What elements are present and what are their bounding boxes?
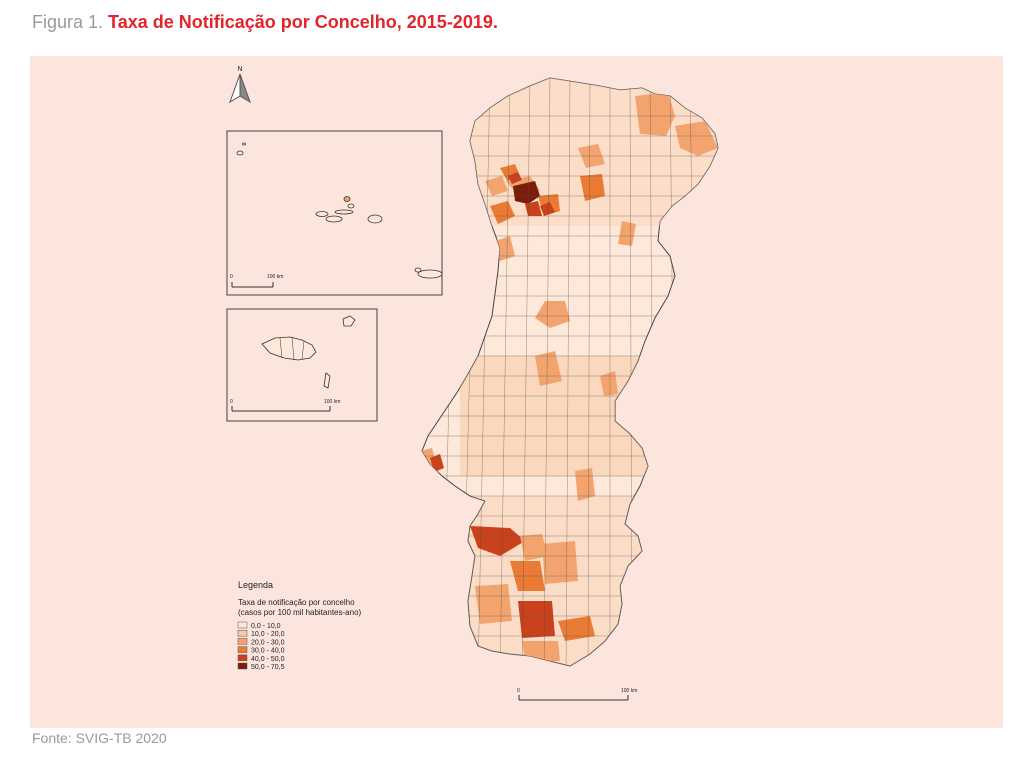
legend-heading: Legenda (238, 580, 273, 590)
azores-islands (236, 142, 443, 279)
azores-scale-end: 100 km (267, 274, 283, 280)
figure-caption-prefix: Figura 1. (32, 12, 109, 32)
inset-madeira: 0 100 km (226, 308, 378, 422)
legend-item: 10,0 - 20,0 (237, 629, 285, 638)
legend-swatch (237, 654, 248, 662)
figure-title: Taxa de Notificação por Concelho, 2015-2… (108, 12, 498, 32)
legend-item: 50,0 - 70,5 (237, 662, 285, 671)
figure-caption: Figura 1. Taxa de Notificação por Concel… (32, 10, 498, 34)
legend-swatch (237, 638, 248, 645)
legend-subtitle-line1: Taxa de notificação por concelho (238, 598, 355, 607)
map-figure: N 0 100 km (30, 56, 1003, 728)
legend-item: 0,0 - 10,0 (237, 621, 281, 630)
madeira-islands (261, 315, 356, 389)
madeira-scale-end: 100 km (324, 399, 340, 405)
legend-item: 30,0 - 40,0 (237, 646, 285, 655)
legend-label: 40,0 - 50,0 (251, 656, 285, 663)
legend-swatch (237, 662, 248, 670)
inset-azores: 0 100 km (226, 130, 443, 296)
legend-item: 40,0 - 50,0 (237, 654, 285, 663)
legend-swatch (237, 629, 248, 637)
figure-source: Fonte: SVIG-TB 2020 (32, 730, 167, 746)
mainland-scale-start: 0 (517, 688, 520, 694)
map-legend: Legenda Taxa de notificação por concelho… (237, 580, 362, 671)
map-canvas: N 0 100 km (226, 66, 719, 701)
azores-scale-start: 0 (230, 274, 233, 280)
legend-label: 0,0 - 10,0 (251, 623, 281, 630)
madeira-scale-bar: 0 100 km (230, 399, 340, 412)
legend-label: 50,0 - 70,5 (251, 664, 285, 671)
legend-label: 30,0 - 40,0 (251, 648, 285, 655)
madeira-scale-start: 0 (230, 399, 233, 405)
legend-swatch (237, 646, 248, 653)
north-arrow-icon: N (229, 66, 251, 104)
legend-label: 10,0 - 20,0 (251, 631, 285, 638)
mainland-portugal-map: 0 100 km (421, 77, 719, 701)
legend-classes: 0,0 - 10,010,0 - 20,020,0 - 30,0 30,0 - 4… (237, 621, 285, 671)
north-arrow-label: N (237, 66, 242, 73)
legend-swatch (237, 621, 248, 629)
azores-scale-bar: 0 100 km (230, 274, 283, 288)
legend-item: 20,0 - 30,0 (237, 638, 285, 646)
legend-label: 20,0 - 30,0 (251, 639, 285, 646)
mainland-scale-bar: 0 100 km (517, 688, 637, 701)
legend-subtitle-line2: (casos por 100 mil habitantes-ano) (238, 608, 362, 617)
mainland-scale-end: 100 km (621, 688, 637, 694)
